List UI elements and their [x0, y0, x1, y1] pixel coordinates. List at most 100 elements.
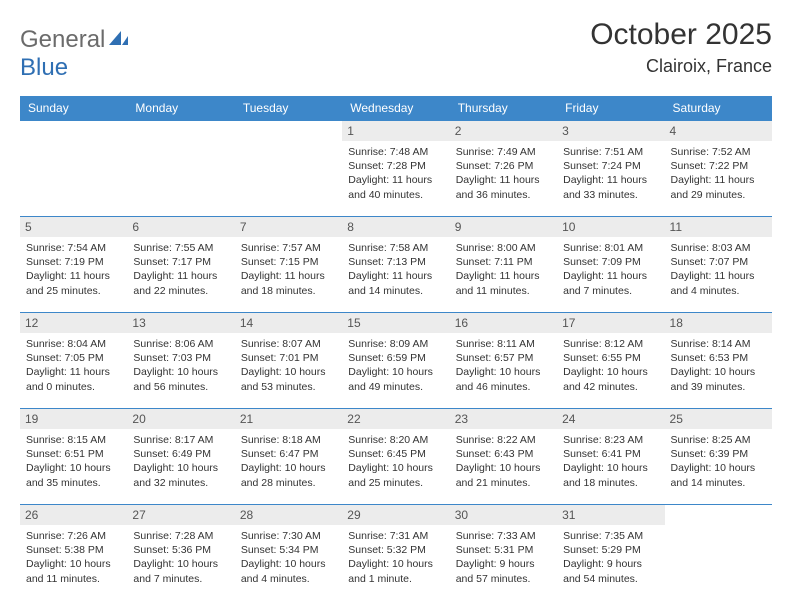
- day-number: 27: [127, 505, 234, 525]
- day-number: 13: [127, 313, 234, 333]
- header: General Blue October 2025 Clairoix, Fran…: [20, 18, 772, 82]
- day-number: 17: [557, 313, 664, 333]
- daylight-text: Daylight: 10 hours and 28 minutes.: [241, 461, 336, 489]
- sunrise-text: Sunrise: 8:20 AM: [348, 433, 443, 447]
- calendar-cell: 25Sunrise: 8:25 AMSunset: 6:39 PMDayligh…: [665, 409, 772, 505]
- day-number: 5: [20, 217, 127, 237]
- day-details: Sunrise: 7:54 AMSunset: 7:19 PMDaylight:…: [26, 241, 121, 298]
- sunset-text: Sunset: 5:29 PM: [563, 543, 658, 557]
- day-details: Sunrise: 7:30 AMSunset: 5:34 PMDaylight:…: [241, 529, 336, 586]
- calendar-cell: 26Sunrise: 7:26 AMSunset: 5:38 PMDayligh…: [20, 505, 127, 601]
- calendar-cell: 31 Sunrise: 7:35 AMSunset: 5:29 PMDayligh…: [557, 505, 664, 601]
- daylight-text: Daylight: 10 hours and 56 minutes.: [133, 365, 228, 393]
- sunset-text: Sunset: 7:24 PM: [563, 159, 658, 173]
- daylight-text: Daylight: 11 hours and 36 minutes.: [456, 173, 551, 201]
- sunrise-text: Sunrise: 8:18 AM: [241, 433, 336, 447]
- sunrise-text: Sunrise: 8:09 AM: [348, 337, 443, 351]
- sunset-text: Sunset: 6:51 PM: [26, 447, 121, 461]
- calendar-cell: 1Sunrise: 7:48 AMSunset: 7:28 PMDaylight…: [342, 121, 449, 217]
- dayheader-wed: Wednesday: [342, 96, 449, 121]
- day-details: Sunrise: 7:52 AMSunset: 7:22 PMDaylight:…: [671, 145, 766, 202]
- sunset-text: Sunset: 5:34 PM: [241, 543, 336, 557]
- sunset-text: Sunset: 6:55 PM: [563, 351, 658, 365]
- day-number: 31: [557, 505, 664, 525]
- sunrise-text: Sunrise: 7:33 AM: [456, 529, 551, 543]
- calendar-row: 19 Sunrise: 8:15 AMSunset: 6:51 PMDayligh…: [20, 409, 772, 505]
- day-number: 4: [665, 121, 772, 141]
- day-header-row: Sunday Monday Tuesday Wednesday Thursday…: [20, 96, 772, 121]
- sunset-text: Sunset: 6:53 PM: [671, 351, 766, 365]
- sunset-text: Sunset: 7:13 PM: [348, 255, 443, 269]
- calendar-cell: 18Sunrise: 8:14 AMSunset: 6:53 PMDayligh…: [665, 313, 772, 409]
- day-details: Sunrise: 7:28 AMSunset: 5:36 PMDaylight:…: [133, 529, 228, 586]
- day-number: 29: [342, 505, 449, 525]
- sunset-text: Sunset: 5:38 PM: [26, 543, 121, 557]
- sunset-text: Sunset: 5:31 PM: [456, 543, 551, 557]
- sunrise-text: Sunrise: 8:25 AM: [671, 433, 766, 447]
- sunrise-text: Sunrise: 7:54 AM: [26, 241, 121, 255]
- calendar-row: 1Sunrise: 7:48 AMSunset: 7:28 PMDaylight…: [20, 121, 772, 217]
- sunset-text: Sunset: 7:28 PM: [348, 159, 443, 173]
- sunset-text: Sunset: 7:07 PM: [671, 255, 766, 269]
- logo-text: General Blue: [20, 26, 129, 82]
- day-details: Sunrise: 7:48 AMSunset: 7:28 PMDaylight:…: [348, 145, 443, 202]
- day-details: Sunrise: 7:49 AMSunset: 7:26 PMDaylight:…: [456, 145, 551, 202]
- sunset-text: Sunset: 6:41 PM: [563, 447, 658, 461]
- sunset-text: Sunset: 7:22 PM: [671, 159, 766, 173]
- calendar-cell: 11Sunrise: 8:03 AMSunset: 7:07 PMDayligh…: [665, 217, 772, 313]
- sunrise-text: Sunrise: 8:00 AM: [456, 241, 551, 255]
- daylight-text: Daylight: 10 hours and 49 minutes.: [348, 365, 443, 393]
- day-details: Sunrise: 7:57 AMSunset: 7:15 PMDaylight:…: [241, 241, 336, 298]
- sunset-text: Sunset: 6:45 PM: [348, 447, 443, 461]
- day-number: 10: [557, 217, 664, 237]
- dayheader-sun: Sunday: [20, 96, 127, 121]
- daylight-text: Daylight: 10 hours and 21 minutes.: [456, 461, 551, 489]
- day-number: 19: [20, 409, 127, 429]
- day-details: Sunrise: 7:55 AMSunset: 7:17 PMDaylight:…: [133, 241, 228, 298]
- day-details: Sunrise: 7:51 AMSunset: 7:24 PMDaylight:…: [563, 145, 658, 202]
- day-details: Sunrise: 8:03 AMSunset: 7:07 PMDaylight:…: [671, 241, 766, 298]
- sunrise-text: Sunrise: 8:04 AM: [26, 337, 121, 351]
- day-details: Sunrise: 7:58 AMSunset: 7:13 PMDaylight:…: [348, 241, 443, 298]
- day-details: Sunrise: 8:18 AMSunset: 6:47 PMDaylight:…: [241, 433, 336, 490]
- calendar-cell: 2 Sunrise: 7:49 AMSunset: 7:26 PMDaylight…: [450, 121, 557, 217]
- calendar-cell: 22Sunrise: 8:20 AMSunset: 6:45 PMDayligh…: [342, 409, 449, 505]
- day-number: 21: [235, 409, 342, 429]
- sunset-text: Sunset: 6:47 PM: [241, 447, 336, 461]
- daylight-text: Daylight: 11 hours and 18 minutes.: [241, 269, 336, 297]
- day-details: Sunrise: 8:15 AMSunset: 6:51 PMDaylight:…: [26, 433, 121, 490]
- daylight-text: Daylight: 10 hours and 1 minute.: [348, 557, 443, 585]
- calendar-cell: 9Sunrise: 8:00 AMSunset: 7:11 PMDaylight…: [450, 217, 557, 313]
- day-details: Sunrise: 7:35 AMSunset: 5:29 PMDaylight:…: [563, 529, 658, 586]
- page-title: October 2025: [590, 18, 772, 52]
- day-number: 7: [235, 217, 342, 237]
- sunset-text: Sunset: 7:09 PM: [563, 255, 658, 269]
- calendar-cell: 8Sunrise: 7:58 AMSunset: 7:13 PMDaylight…: [342, 217, 449, 313]
- sunset-text: Sunset: 7:01 PM: [241, 351, 336, 365]
- daylight-text: Daylight: 10 hours and 25 minutes.: [348, 461, 443, 489]
- dayheader-thu: Thursday: [450, 96, 557, 121]
- sunrise-text: Sunrise: 8:11 AM: [456, 337, 551, 351]
- calendar-cell: 16Sunrise: 8:11 AMSunset: 6:57 PMDayligh…: [450, 313, 557, 409]
- dayheader-tue: Tuesday: [235, 96, 342, 121]
- dayheader-sat: Saturday: [665, 96, 772, 121]
- day-number: 24: [557, 409, 664, 429]
- calendar-cell: 27 Sunrise: 7:28 AMSunset: 5:36 PMDayligh…: [127, 505, 234, 601]
- sunset-text: Sunset: 5:32 PM: [348, 543, 443, 557]
- logo: General Blue: [20, 18, 129, 82]
- sunset-text: Sunset: 6:59 PM: [348, 351, 443, 365]
- calendar-row: 5 Sunrise: 7:54 AMSunset: 7:19 PMDaylight…: [20, 217, 772, 313]
- calendar-cell: 28Sunrise: 7:30 AMSunset: 5:34 PMDayligh…: [235, 505, 342, 601]
- calendar-cell: 15 Sunrise: 8:09 AMSunset: 6:59 PMDayligh…: [342, 313, 449, 409]
- day-number: 15: [342, 313, 449, 333]
- calendar-cell: 20Sunrise: 8:17 AMSunset: 6:49 PMDayligh…: [127, 409, 234, 505]
- daylight-text: Daylight: 10 hours and 35 minutes.: [26, 461, 121, 489]
- sunrise-text: Sunrise: 7:28 AM: [133, 529, 228, 543]
- day-number: 9: [450, 217, 557, 237]
- day-details: Sunrise: 7:31 AMSunset: 5:32 PMDaylight:…: [348, 529, 443, 586]
- calendar-cell: 5 Sunrise: 7:54 AMSunset: 7:19 PMDaylight…: [20, 217, 127, 313]
- sunrise-text: Sunrise: 8:07 AM: [241, 337, 336, 351]
- day-number: 2: [450, 121, 557, 141]
- sunrise-text: Sunrise: 7:31 AM: [348, 529, 443, 543]
- daylight-text: Daylight: 11 hours and 40 minutes.: [348, 173, 443, 201]
